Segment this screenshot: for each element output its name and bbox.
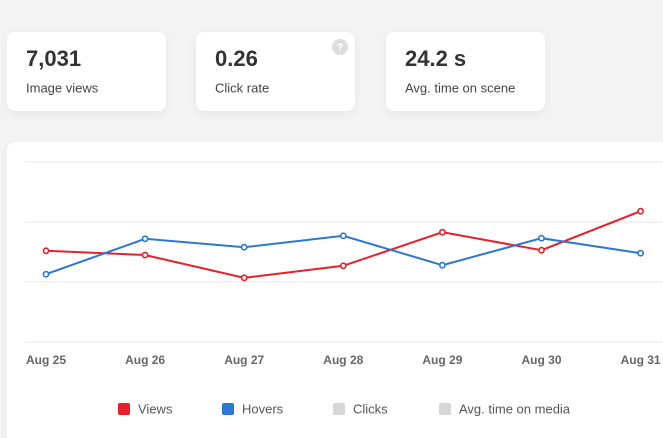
stat-value: 24.2 s xyxy=(405,46,466,71)
data-point xyxy=(538,234,545,242)
legend-swatch[interactable] xyxy=(439,403,451,415)
help-icon[interactable] xyxy=(332,39,348,55)
stat-label: Image views xyxy=(26,80,99,95)
data-point xyxy=(339,262,347,270)
x-tick-label: Aug 29 xyxy=(422,353,462,367)
data-point xyxy=(42,247,50,255)
legend-swatch[interactable] xyxy=(333,403,345,415)
x-tick-label: Aug 30 xyxy=(521,353,561,367)
data-point xyxy=(538,246,545,254)
legend-label[interactable]: Views xyxy=(138,401,173,416)
x-tick-label: Aug 31 xyxy=(621,353,661,367)
stat-label: Click rate xyxy=(215,80,269,95)
legend-label[interactable]: Clicks xyxy=(353,401,388,416)
stat-value: 7,031 xyxy=(26,46,81,71)
data-point xyxy=(637,207,644,215)
legend-label[interactable]: Avg. time on media xyxy=(459,401,571,416)
stat-label: Avg. time on scene xyxy=(405,80,515,95)
data-point xyxy=(240,274,248,282)
data-point xyxy=(339,232,347,240)
x-tick-label: Aug 25 xyxy=(26,353,66,367)
data-point xyxy=(438,228,446,236)
data-point xyxy=(637,249,644,257)
x-tick-label: Aug 27 xyxy=(224,353,264,367)
help-icon-text[interactable]: ? xyxy=(337,43,343,54)
data-point xyxy=(141,251,149,259)
data-point xyxy=(141,235,149,243)
stat-value: 0.26 xyxy=(215,46,258,71)
stat-card xyxy=(7,32,166,111)
legend-label[interactable]: Hovers xyxy=(242,401,284,416)
stat-card xyxy=(196,32,355,111)
data-point xyxy=(240,243,248,251)
stat-card xyxy=(386,32,545,111)
data-point xyxy=(438,261,446,269)
x-tick-label: Aug 26 xyxy=(125,353,165,367)
chart-panel xyxy=(7,142,663,438)
data-point xyxy=(42,270,50,278)
x-tick-label: Aug 28 xyxy=(323,353,363,367)
legend-swatch[interactable] xyxy=(222,403,234,415)
legend-swatch[interactable] xyxy=(118,403,130,415)
